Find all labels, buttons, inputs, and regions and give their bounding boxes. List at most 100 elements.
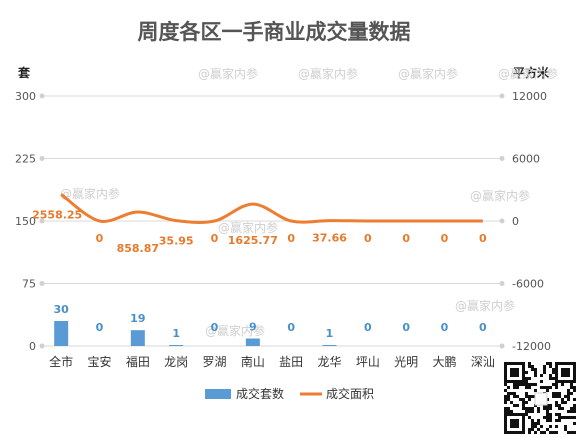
qr-module [531,428,534,431]
qr-module [555,419,558,422]
qr-module [528,362,531,365]
qr-module [573,386,576,389]
bar-label-光明: 0 [402,321,410,334]
qr-module [513,395,516,398]
qr-module [555,401,558,404]
qr-module [549,425,552,428]
qr-module [531,407,534,410]
qr-module [510,410,513,413]
qr-module [567,395,570,398]
qr-module [510,392,513,395]
legend: 成交套数 成交面积 [205,386,374,401]
bar-label-宝安: 0 [96,321,104,334]
qr-module [552,383,555,386]
qr-module [507,395,510,398]
category-罗湖: 罗湖 [202,354,226,369]
qr-module [507,392,510,395]
qr-module [546,389,549,392]
qr-module [540,380,543,383]
category-宝安: 宝安 [87,354,111,369]
qr-module [525,407,528,410]
qr-module [543,371,546,374]
bar-全市 [54,321,69,346]
qr-module [564,416,567,419]
qr-module [546,416,549,419]
qr-code-image [502,360,578,436]
qr-module [558,392,561,395]
qr-module [525,410,528,413]
watermark-3: @赢家内参 [498,66,558,81]
qr-module [537,410,540,413]
right-tick-marker-3 [499,156,505,161]
qr-module [567,431,570,434]
qr-module [519,383,522,386]
line-label-盐田: 0 [287,232,295,245]
qr-module [516,383,519,386]
qr-module [504,395,507,398]
qr-module [519,398,522,401]
qr-module [507,386,510,389]
qr-module [570,392,573,395]
qr-module [546,410,549,413]
qr-module [528,407,531,410]
qr-module [555,404,558,407]
qr-module [573,431,576,434]
qr-module [564,401,567,404]
left-tick-marker-3 [39,156,45,161]
qr-module [504,407,507,410]
qr-module [534,368,537,371]
qr-module [546,386,549,389]
qr-module [522,398,525,401]
qr-module [549,374,552,377]
qr-module [528,410,531,413]
qr-module [528,377,531,380]
qr-module [525,395,528,398]
qr-module [555,413,558,416]
bar-label-大鹏: 0 [441,321,449,334]
bar-label-坪山: 0 [364,321,372,334]
right-tick-marker-0 [499,343,505,349]
line-label-坪山: 0 [364,232,372,245]
qr-module [546,413,549,416]
qr-module [570,386,573,389]
qr-module [570,416,573,419]
qr-module [504,398,507,401]
right-tick-3: 6000 [512,153,540,166]
qr-module [534,374,537,377]
category-光明: 光明 [394,355,418,369]
qr-module [528,365,531,368]
qr-module [549,404,552,407]
qr-module [528,428,531,431]
qr-module [555,392,558,395]
qr-module [522,404,525,407]
qr-module [546,419,549,422]
qr-module [540,386,543,389]
qr-module [516,404,519,407]
watermark-6: @赢家内参 [470,188,530,203]
qr-module [561,401,564,404]
qr-module [570,407,573,410]
qr-module [552,371,555,374]
qr-module [525,380,528,383]
qr-module [525,401,528,404]
bar-label-全市: 30 [54,303,70,316]
qr-module [564,425,567,428]
qr-module [549,362,552,365]
qr-module [534,383,537,386]
qr-module [504,389,507,392]
qr-module [546,428,549,431]
watermark-2: @赢家内参 [398,66,458,81]
qr-module [531,410,534,413]
line-label-深汕: 0 [479,232,487,245]
qr-module [546,407,549,410]
line-path [60,193,483,224]
qr-module [543,407,546,410]
qr-module [549,431,552,434]
qr-module [552,368,555,371]
right-tick-0: -12000 [512,340,551,353]
qr-module [528,386,531,389]
qr-module [558,419,561,422]
left-tick-0: 0 [29,340,36,353]
